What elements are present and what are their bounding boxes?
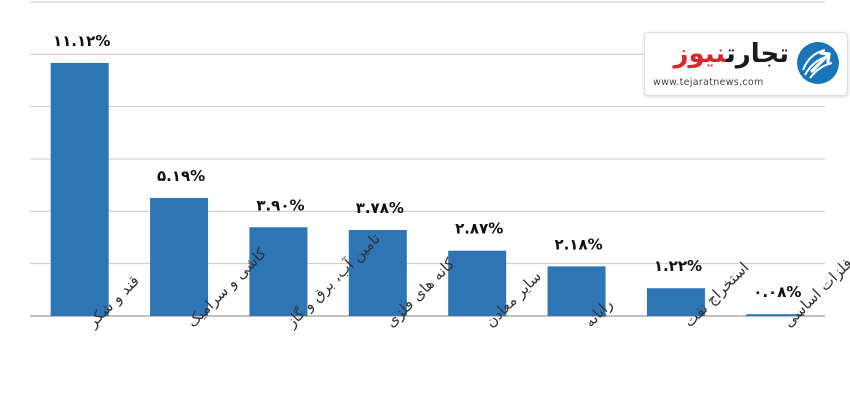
- tejarat-news-logo-icon: [797, 42, 839, 84]
- bar: [50, 62, 109, 317]
- bar: [646, 288, 705, 316]
- data-label: ۵.۱۹%: [157, 167, 205, 185]
- data-label: ۳.۷۸%: [356, 199, 404, 217]
- logo-wordmark-part1: تجارت: [726, 39, 789, 69]
- bar: [348, 229, 407, 316]
- value-labels: ۱۱.۱۲% ۵.۱۹% ۳.۹۰% ۳.۷۸% ۲.۸۷% ۲.۱۸% ۱.۲۲% ۰.۰۸…: [53, 32, 801, 301]
- data-label: ۲.۱۸%: [554, 235, 602, 253]
- logo-wordmark: تجارتنیوز: [674, 39, 790, 69]
- logo-wordmark-part2: نیوز: [673, 39, 727, 69]
- bar: [547, 266, 606, 316]
- data-label: ۱.۲۲%: [654, 257, 702, 275]
- data-label: ۳.۹۰%: [256, 196, 304, 214]
- bar: [150, 197, 209, 316]
- bar: [746, 314, 805, 316]
- bar: [249, 227, 308, 316]
- data-label: ۱۱.۱۲%: [53, 32, 110, 50]
- bar: [448, 250, 507, 316]
- tejarat-news-logo: تجارتنیوز www.tejaratnews.com: [644, 32, 848, 96]
- data-label: ۲.۸۷%: [455, 220, 503, 238]
- bars: [50, 62, 805, 317]
- data-label: ۰.۰۸%: [753, 283, 801, 301]
- logo-url: www.tejaratnews.com: [653, 77, 764, 88]
